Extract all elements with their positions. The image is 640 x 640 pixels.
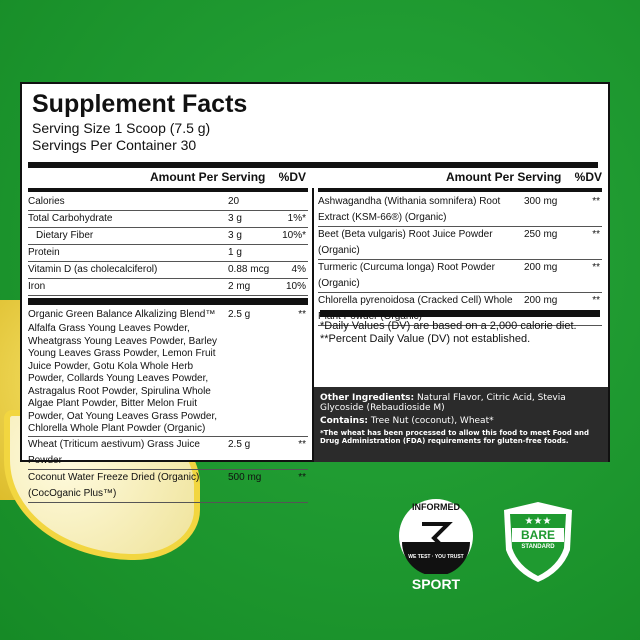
table-row: Beet (Beta vulgaris) Root Juice Powder (… [318,227,602,260]
botanical-rows: Ashwagandha (Withania somnifera) Root Ex… [318,194,602,326]
amount: 1 g [228,247,242,258]
other-ingredients-box: Other Ingredients: Natural Flavor, Citri… [314,387,608,462]
amount: 2.5 g [228,309,251,320]
divider [318,188,602,192]
table-row: Organic Green Balance Alkalizing Blend™ A… [28,307,308,437]
table-row: Wheat (Triticum aestivum) Grass Juice Po… [28,437,308,470]
amount-header: Amount Per Serving [150,170,266,184]
nutrient-name: Coconut Water Freeze Dried (Organic) (Co… [28,471,200,499]
amount: 3 g [228,213,242,224]
other-label: Other Ingredients: [320,393,415,403]
daily-value: ** [592,229,600,240]
table-row: Iron 2 mg 10% [28,279,308,296]
divider [28,188,308,192]
amount: 500 mg [228,471,262,483]
right-header: Amount Per Serving %DV [318,170,602,188]
nutrient-name: Ashwagandha (Withania somnifera) Root Ex… [318,196,501,223]
amount: 3 g [228,230,242,241]
badge-text: BARE [520,528,555,542]
table-row: Protein 1 g [28,245,308,262]
amount: 2.5 g [228,438,251,450]
amount: 200 mg [524,295,558,306]
informed-sport-badge: INFORMED WE TEST · YOU TRUST SPORT [398,498,474,594]
daily-value: ** [298,309,306,320]
amount-header: Amount Per Serving [446,170,562,184]
daily-value: ** [592,295,600,306]
dv-header: %DV [278,170,306,184]
daily-value: 10% [285,281,306,292]
shield-icon: ★★★ [504,502,572,582]
right-column: Amount Per Serving %DV Ashwagandha (With… [318,170,602,326]
divider [28,298,308,305]
panel-title: Supplement Facts [32,90,248,118]
badge-text: SPORT [411,576,461,592]
nutrient-name: Dietary Fiber [36,230,94,241]
left-column: Amount Per Serving %DV Calories 20 Total C… [28,170,308,503]
amount: 200 mg [524,262,558,273]
blend-rows: Organic Green Balance Alkalizing Blend™ A… [28,307,308,503]
serving-size: Serving Size 1 Scoop (7.5 g) [32,120,211,136]
table-row: Ashwagandha (Withania somnifera) Root Ex… [318,194,602,227]
contains-text: Tree Nut (coconut), Wheat* [368,416,494,426]
nutrient-name: Wheat (Triticum aestivum) Grass Juice Po… [28,438,200,466]
nutrient-name: Organic Green Balance Alkalizing Blend™ [28,309,216,320]
nutrient-name: Calories [28,196,65,207]
daily-value: 10%* [282,230,306,241]
daily-value: ** [298,438,306,450]
daily-value: 1%* [287,213,306,224]
nutrient-name: Beet (Beta vulgaris) Root Juice Powder (… [318,229,493,256]
table-row: Calories 20 [28,194,308,211]
svg-text:★★★: ★★★ [525,516,552,527]
daily-value: ** [592,196,600,207]
contains-label: Contains: [320,416,369,426]
nutrient-rows: Calories 20 Total Carbohydrate 3 g 1%* Dietar… [28,194,308,296]
footnotes: *Daily Values (DV) are based on a 2,000 … [320,320,605,346]
other-ingredients: Natural Flavor, Citric Acid, Stevia Glyc… [320,393,566,413]
badge-text: STANDARD [521,544,555,550]
amount: 2 mg [228,281,251,292]
servings-per-container: Servings Per Container 30 [32,137,197,153]
table-row: Vitamin D (as cholecalciferol) 0.88 mcg 4% [28,262,308,279]
table-row: Coconut Water Freeze Dried (Organic) (Co… [28,470,308,503]
nutrient-name: Total Carbohydrate [28,213,113,224]
left-header: Amount Per Serving %DV [28,170,308,188]
divider [320,310,600,317]
nutrient-name: Protein [28,247,60,258]
footnote: *Daily Values (DV) are based on a 2,000 … [320,320,577,332]
daily-value: ** [592,262,600,273]
nutrient-name: Iron [28,281,46,292]
blend-ingredients: Alfalfa Grass Young Leaves Powder, Wheat… [28,323,218,434]
daily-value: ** [298,471,306,483]
table-row: Dietary Fiber 3 g 10%* [28,228,308,245]
amount: 20 [228,196,240,207]
supplement-facts-panel: Supplement Facts Serving Size 1 Scoop (7… [20,82,610,503]
dv-header: %DV [574,170,602,184]
footnote: **Percent Daily Value (DV) not establish… [320,333,531,345]
column-divider [312,188,314,460]
amount: 300 mg [524,196,558,207]
nutrient-name: Turmeric (Curcuma longa) Root Powder (Or… [318,262,495,289]
daily-value: 4% [291,264,306,275]
wheat-note: *The wheat has been processed to allow t… [320,429,589,445]
table-row: Total Carbohydrate 3 g 1%* [28,211,308,228]
bare-standard-badge: ★★★ BARE STANDARD [502,500,574,584]
badge-text: WE TEST · YOU TRUST [408,554,464,560]
amount: 0.88 mcg [228,264,270,275]
badge-text: INFORMED [412,502,460,512]
informed-sport-logo-icon [399,499,473,576]
divider [28,162,598,168]
table-row: Turmeric (Curcuma longa) Root Powder (Or… [318,260,602,293]
amount: 250 mg [524,229,558,240]
nutrient-name: Vitamin D (as cholecalciferol) [28,264,158,275]
